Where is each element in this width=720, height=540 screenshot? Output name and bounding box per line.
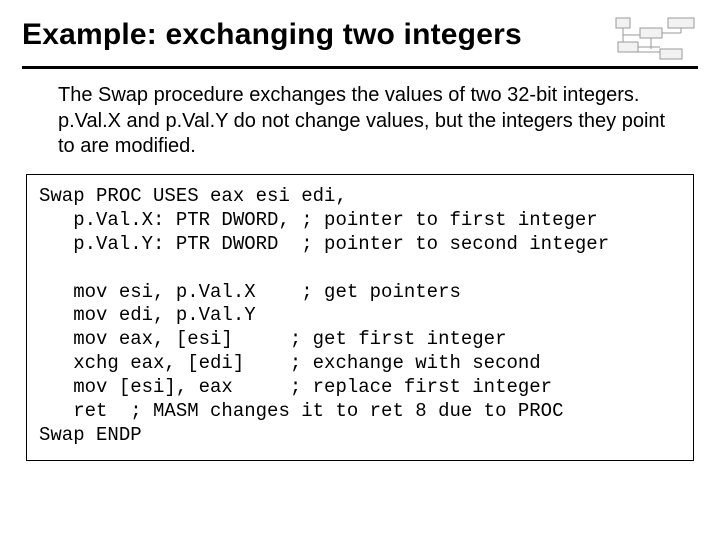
title-underline bbox=[22, 66, 698, 69]
slide: Example: exchanging two integers The Swa… bbox=[0, 0, 720, 540]
title-row: Example: exchanging two integers bbox=[22, 18, 698, 64]
code-listing: Swap PROC USES eax esi edi, p.Val.X: PTR… bbox=[26, 174, 694, 461]
block-diagram-icon bbox=[614, 16, 698, 64]
slide-title: Example: exchanging two integers bbox=[22, 18, 522, 52]
body-paragraph: The Swap procedure exchanges the values … bbox=[58, 83, 698, 160]
